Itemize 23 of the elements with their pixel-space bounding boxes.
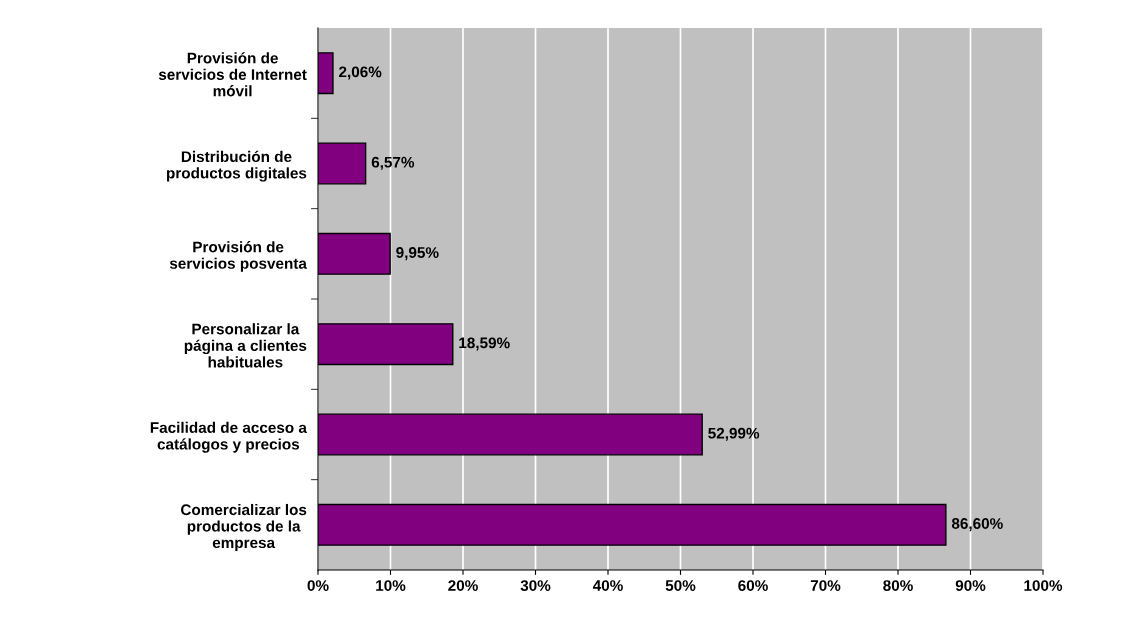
y-tick-label: Provisión de servicios de Internet móvil <box>158 52 307 97</box>
x-tick-label: 30% <box>520 580 551 591</box>
data-label: 6,57% <box>371 156 415 170</box>
x-tick-label: 90% <box>955 580 986 591</box>
y-tick-label: Distribución de productos digitales <box>167 150 307 182</box>
x-tick-label: 0% <box>307 580 329 591</box>
data-label: 18,59% <box>459 337 510 351</box>
y-tick-label: Comercializar los productos de la empresa <box>181 503 307 552</box>
x-tick-label: 20% <box>448 580 478 591</box>
x-tick-label: 10% <box>376 580 406 591</box>
data-label: 52,99% <box>708 427 760 441</box>
y-tick-label: Facilidad de acceso a catálogos y precios <box>150 421 307 453</box>
y-tick-label: Personalizar la página a clientes habituales <box>184 323 307 368</box>
x-tick-label: 40% <box>592 580 623 591</box>
data-label: 9,95% <box>396 247 439 261</box>
x-tick-label: 80% <box>883 580 913 591</box>
data-label: 86,60% <box>951 518 1003 532</box>
y-tick-label: Provisión de servicios posventa <box>169 241 307 272</box>
x-tick-label: 50% <box>665 580 696 591</box>
data-label: 2,06% <box>339 66 382 80</box>
x-tick-label: 60% <box>738 580 768 591</box>
x-tick-label: 70% <box>810 580 841 591</box>
x-tick-label: 100% <box>1024 580 1063 591</box>
